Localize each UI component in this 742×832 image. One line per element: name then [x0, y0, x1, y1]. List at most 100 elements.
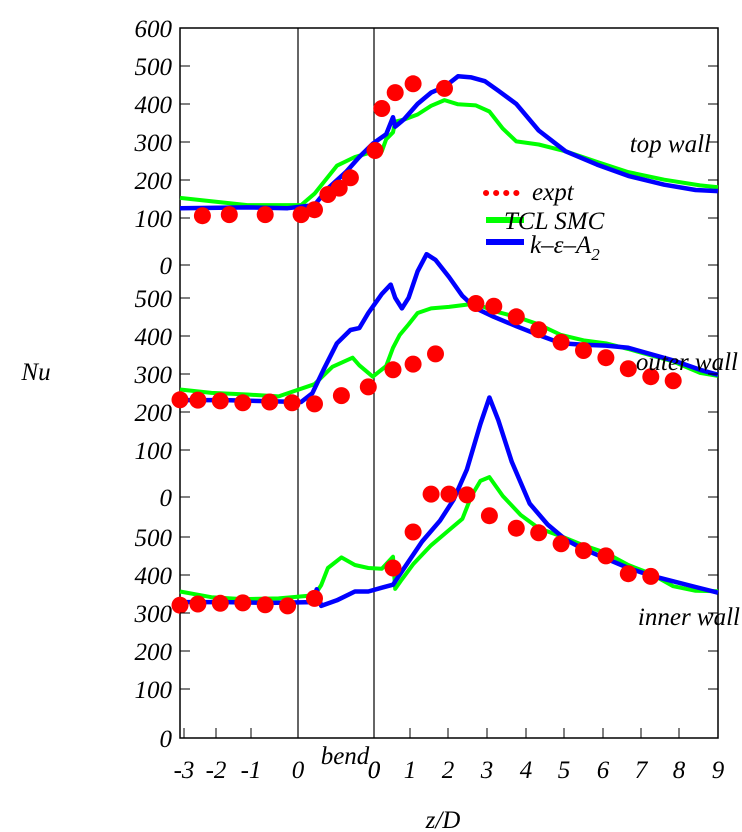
outer-wall-k-eps-a2-line	[180, 251, 719, 405]
legend-ke-subscript: 2	[591, 245, 600, 264]
y-tick-label: 100	[135, 438, 173, 465]
outer-wall-expt-point	[234, 394, 252, 412]
top-wall-expt-point	[330, 179, 348, 197]
x-tick-label: 7	[635, 757, 649, 784]
x-tick-label: 3	[480, 757, 494, 784]
y-tick-label: 300	[134, 362, 173, 389]
outer-wall-expt-point	[552, 333, 570, 351]
outer-wall-expt-point	[597, 349, 615, 367]
top-wall-expt-point	[436, 79, 453, 97]
x-tick-label: 1	[404, 757, 417, 784]
outer-wall-expt-point	[467, 295, 485, 312]
inner-wall-expt-point	[552, 535, 570, 553]
outer-wall-expt-point	[530, 321, 548, 339]
legend-tcl-label: TCL SMC	[504, 208, 605, 235]
y-tick-label: 500	[135, 525, 173, 552]
y-tick-label: 200	[135, 639, 173, 666]
outer-wall-expt-point	[306, 395, 323, 413]
outer-wall-expt-point	[642, 368, 660, 386]
inner-wall-expt-point	[458, 486, 476, 504]
y-tick-label: 500	[135, 286, 173, 313]
outer-wall-expt-point	[507, 308, 525, 326]
y-tick-label: 400	[135, 563, 173, 590]
inner-wall-expt-point	[279, 597, 297, 615]
svg-text:k–ε–A2: k–ε–A2	[530, 232, 600, 264]
x-tick-label: 0	[368, 757, 381, 784]
y-tick-label: 100	[135, 206, 173, 233]
inner-wall-expt-point	[480, 507, 498, 525]
top-wall-expt-point	[292, 206, 310, 224]
outer-wall-expt-point	[575, 342, 592, 359]
outer-wall-expt-point	[359, 378, 377, 396]
outer-wall-expt-point	[332, 387, 350, 405]
outer-wall-expt-point	[427, 345, 444, 363]
inner-wall-expt-point	[306, 589, 323, 607]
y-tick-label: 600	[135, 16, 173, 43]
outer-wall-expt-point	[171, 391, 189, 409]
x-tick-label: 0	[368, 757, 381, 784]
outer-wall-expt-point	[384, 361, 402, 379]
outer-wall-expt-point	[664, 372, 682, 390]
inner-wall-expt-point	[507, 519, 525, 537]
y-tick-label: 400	[135, 324, 173, 351]
top-wall-expt-point	[256, 206, 274, 224]
legend-expt-label: expt	[532, 179, 575, 206]
legend: expt TCL SMC k–ε–A2	[483, 179, 605, 264]
x-tick-label: -1	[241, 757, 262, 784]
x-tick-label: 5	[558, 757, 571, 784]
y-tick-label: 200	[135, 168, 173, 195]
y-tick-label: 200	[135, 400, 173, 427]
inner-wall-expt-point	[422, 485, 440, 503]
inner-wall-expt-point	[384, 559, 402, 577]
y-tick-label: 100	[135, 677, 173, 704]
inner-wall-expt-point	[597, 547, 615, 565]
inner-wall-expt-point	[575, 542, 592, 560]
outer-wall-annotation: outer wall	[636, 349, 738, 376]
x-tick-label: -2	[206, 757, 227, 784]
outer-wall-expt-point	[485, 297, 503, 315]
top-wall-expt-point	[386, 84, 404, 102]
inner-wall-expt-point	[530, 524, 548, 542]
top-wall-expt-point	[366, 142, 384, 159]
top-wall-expt-point	[404, 75, 422, 93]
plot-border	[179, 27, 719, 739]
x-tick-label: 8	[673, 757, 686, 784]
inner-wall-expt-point	[211, 594, 229, 612]
inner-wall-expt-point	[189, 595, 207, 613]
inner-wall-expt-point	[171, 596, 189, 614]
y-tick-label: 300	[134, 130, 173, 157]
inner-wall-annotation: inner wall	[638, 604, 740, 631]
x-tick-label: 6	[597, 757, 610, 784]
top-wall-expt-point	[306, 201, 323, 219]
legend-ke-label: k–ε–A	[530, 232, 592, 259]
top-wall-expt-point	[193, 207, 211, 225]
x-tick-label: 4	[520, 757, 533, 784]
y-tick-label: 500	[135, 54, 173, 81]
x-tick-label: 2	[442, 757, 455, 784]
outer-wall-expt-point	[211, 392, 229, 410]
x-tick-label: -3	[174, 757, 195, 784]
top-wall-expt-point	[220, 206, 238, 224]
inner-wall-expt-point	[619, 565, 637, 583]
y-tick-label: 0	[160, 485, 173, 512]
bend-annotation: bend	[321, 743, 370, 770]
outer-wall-expt-point	[261, 393, 279, 411]
top-wall-expt-point	[341, 169, 359, 187]
expt-markers	[171, 75, 682, 615]
tick-labels: -3 -2 -1 0 00 1 2 3 4 5 6 7 8 96005004003002001000500…	[134, 16, 725, 784]
x-tick-label: 9	[712, 757, 725, 784]
y-tick-label: 300	[134, 601, 173, 628]
top-wall-annotation: top wall	[630, 131, 711, 158]
outer-wall-expt-point	[619, 360, 637, 378]
x-tick-label: 0	[292, 757, 305, 784]
inner-wall-expt-point	[440, 485, 458, 503]
y-tick-label: 0	[160, 253, 173, 280]
inner-wall-expt-point	[256, 596, 274, 614]
x-axis-label: z/D	[425, 807, 461, 832]
outer-wall-expt-point	[283, 394, 301, 412]
outer-wall-expt-point	[404, 355, 422, 373]
y-tick-label: 400	[135, 92, 173, 119]
inner-wall-expt-point	[404, 523, 422, 541]
inner-wall-expt-point	[642, 567, 660, 585]
